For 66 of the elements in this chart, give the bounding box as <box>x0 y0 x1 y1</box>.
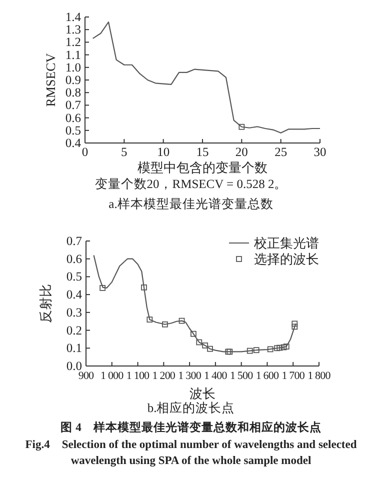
y-tick-label: 0.3 <box>66 305 82 320</box>
x-tick-label: 1 600 <box>256 370 280 382</box>
text: a.样本模型最佳光谱变量总数 <box>108 197 274 211</box>
x-tick-label: 1 800 <box>308 370 332 382</box>
y-tick-label: 0.7 <box>66 234 82 248</box>
x-tick-label: 5 <box>121 145 128 159</box>
x-tick-label: 900 <box>78 370 95 382</box>
y-axis-title: 反射比 <box>38 284 53 323</box>
x-tick-label: 10 <box>157 145 170 159</box>
y-tick-label: 0.8 <box>65 86 81 100</box>
x-tick-label: 1 200 <box>152 370 176 382</box>
line-series <box>92 21 321 134</box>
point <box>146 316 153 323</box>
x-tick-label: 1 300 <box>178 370 202 382</box>
point <box>292 320 298 327</box>
y-tick-label: 0.9 <box>65 73 81 87</box>
y-tick-label: 0.4 <box>66 288 83 302</box>
point <box>283 344 290 350</box>
x-tick-label: 1 400 <box>204 370 228 382</box>
point <box>276 344 283 351</box>
x-tick-label: 1 700 <box>282 370 306 382</box>
point <box>100 285 106 291</box>
x-tick-label: 1 100 <box>126 370 150 382</box>
point <box>196 339 202 346</box>
x-tick-label: 30 <box>314 145 326 159</box>
point <box>162 321 168 328</box>
caption: Fig.4 Selection of the optimal number of wavelengths and selected wavelength using SPA of the whole sample model <box>25 439 358 467</box>
y-tick-label: 0.5 <box>66 270 82 284</box>
y-tick-label: 0.6 <box>65 110 81 125</box>
y-tick-label: 0.0 <box>66 359 82 373</box>
y-tick-label: 0.4 <box>65 136 82 150</box>
y-tick-label: 0.2 <box>66 323 82 338</box>
y-tick-label: 1.4 <box>65 10 82 24</box>
y-axis-title: RMSECV <box>43 52 58 107</box>
x-axis-title: 波长 <box>190 386 216 401</box>
point <box>202 342 208 348</box>
point <box>253 347 260 354</box>
y-tick-label: 0.1 <box>66 341 82 356</box>
x-axis-title: 模型中包含的变量个数 <box>138 160 268 175</box>
point <box>280 344 287 350</box>
legend-label: 校正集光谱 <box>253 236 319 250</box>
text: 变量个数20，RMSECV = 0.528 2。 <box>94 177 288 191</box>
x-tick-label: 25 <box>274 145 288 159</box>
y-tick-label: 1.2 <box>65 35 81 50</box>
point <box>274 345 280 352</box>
point <box>190 330 196 337</box>
legend-label: 选择的波长 <box>254 252 319 266</box>
y-tick-label: 1.1 <box>65 48 81 62</box>
point <box>207 346 213 352</box>
y-tick-label: 1.0 <box>65 60 81 74</box>
point <box>292 324 298 330</box>
point <box>246 348 253 354</box>
x-tick-label: 0 <box>82 145 88 159</box>
y-tick-label: 0.7 <box>65 98 81 112</box>
caption: 图 4 样本模型最佳光谱变量总数和相应的波长点 <box>60 420 322 434</box>
y-tick-label: 0.5 <box>65 123 81 138</box>
point <box>267 346 274 352</box>
x-tick-label: 15 <box>196 145 209 159</box>
y-tick-label: 0.6 <box>66 252 82 266</box>
y-tick-label: 1.3 <box>65 22 81 37</box>
x-tick-label: 20 <box>235 145 248 159</box>
text: b.相应的波长点 <box>147 400 235 415</box>
x-tick-label: 1 500 <box>230 370 254 382</box>
point <box>178 318 185 324</box>
point <box>141 284 147 290</box>
x-tick-label: 1 000 <box>100 370 124 382</box>
